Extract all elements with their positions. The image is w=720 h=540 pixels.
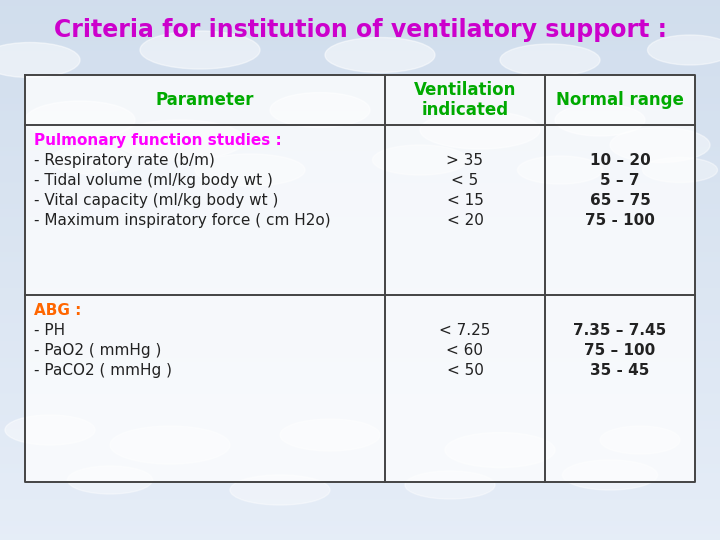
Ellipse shape (0, 43, 80, 78)
Ellipse shape (25, 101, 135, 139)
Ellipse shape (230, 475, 330, 505)
Ellipse shape (610, 127, 710, 163)
Bar (385, 295, 545, 482)
Text: < 20: < 20 (446, 213, 483, 228)
Ellipse shape (647, 35, 720, 65)
Ellipse shape (518, 156, 603, 184)
Ellipse shape (420, 111, 540, 149)
Text: Pulmonary function studies :: Pulmonary function studies : (34, 133, 282, 148)
Ellipse shape (115, 120, 245, 160)
Text: < 7.25: < 7.25 (439, 323, 491, 338)
Ellipse shape (68, 466, 153, 494)
Ellipse shape (50, 146, 130, 174)
Bar (545, 75, 695, 125)
Text: - Respiratory rate (b/m): - Respiratory rate (b/m) (34, 153, 215, 168)
Text: 10 – 20: 10 – 20 (590, 153, 650, 168)
Text: 65 – 75: 65 – 75 (590, 193, 650, 208)
Ellipse shape (270, 92, 370, 127)
Bar (25, 75, 385, 125)
Text: Normal range: Normal range (556, 91, 684, 109)
Ellipse shape (195, 154, 305, 186)
Bar (25, 125, 385, 295)
Bar (545, 295, 695, 482)
Text: 7.35 – 7.45: 7.35 – 7.45 (573, 323, 667, 338)
Text: - Tidal volume (ml/kg body wt ): - Tidal volume (ml/kg body wt ) (34, 173, 273, 188)
Text: 75 - 100: 75 - 100 (585, 213, 655, 228)
Text: < 50: < 50 (446, 363, 483, 378)
Ellipse shape (445, 433, 555, 468)
Text: - PaO2 ( mmHg ): - PaO2 ( mmHg ) (34, 343, 161, 358)
Bar (545, 125, 695, 295)
Text: Criteria for institution of ventilatory support :: Criteria for institution of ventilatory … (53, 18, 667, 42)
Ellipse shape (372, 145, 467, 175)
Ellipse shape (140, 31, 260, 69)
Ellipse shape (555, 104, 645, 136)
Ellipse shape (562, 460, 657, 490)
Text: 35 - 45: 35 - 45 (590, 363, 649, 378)
Text: Ventilation
indicated: Ventilation indicated (414, 80, 516, 119)
Text: - PaCO2 ( mmHg ): - PaCO2 ( mmHg ) (34, 363, 172, 378)
Bar (25, 295, 385, 482)
Text: < 15: < 15 (446, 193, 483, 208)
Ellipse shape (110, 426, 230, 464)
Ellipse shape (600, 426, 680, 454)
Ellipse shape (325, 37, 435, 72)
Bar (385, 75, 545, 125)
Text: > 35: > 35 (446, 153, 484, 168)
Ellipse shape (500, 44, 600, 76)
Text: Parameter: Parameter (156, 91, 254, 109)
Text: 75 – 100: 75 – 100 (585, 343, 656, 358)
Ellipse shape (642, 158, 718, 183)
Text: - PH: - PH (34, 323, 65, 338)
Text: 5 – 7: 5 – 7 (600, 173, 640, 188)
Text: - Vital capacity (ml/kg body wt ): - Vital capacity (ml/kg body wt ) (34, 193, 279, 208)
Text: - Maximum inspiratory force ( cm H2o): - Maximum inspiratory force ( cm H2o) (34, 213, 330, 228)
Ellipse shape (280, 419, 380, 451)
Ellipse shape (5, 415, 95, 445)
Text: < 60: < 60 (446, 343, 484, 358)
Ellipse shape (405, 471, 495, 499)
Text: < 5: < 5 (451, 173, 479, 188)
Text: ABG :: ABG : (34, 303, 81, 318)
Bar (385, 125, 545, 295)
